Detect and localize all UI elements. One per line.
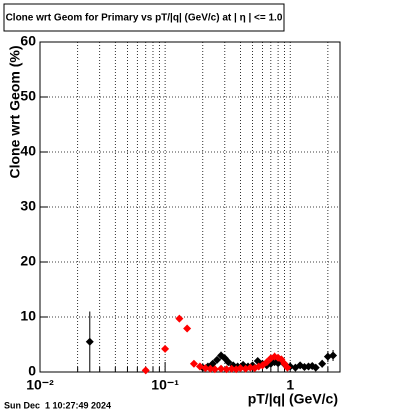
data-point [189,359,198,368]
x-tick-label: 10⁻² [26,377,54,393]
plot-frame [39,41,341,373]
x-tick-label: 10⁻¹ [151,377,179,393]
data-point [85,337,94,346]
data-point [141,366,150,375]
data-point [329,351,338,360]
y-tick-label: 20 [20,253,36,269]
data-point [210,365,219,374]
timestamp: Sun Dec 1 10:27:49 2024 [4,400,111,410]
data-point [213,355,222,364]
data-point [201,364,210,373]
data-point [283,363,292,372]
chart-title: Clone wrt Geom for Primary vs pT/|q| (Ge… [6,13,283,24]
data-point [217,364,226,373]
data-point [224,358,233,367]
y-tick-label: 40 [20,143,36,159]
y-tick-label: 10 [20,308,36,324]
x-axis-label: pT/|q| (GeV/c) [248,391,338,407]
x-tick-label: 1 [286,377,294,393]
title-box [3,3,285,32]
y-axis-label: Clone wrt Geom (%) [7,45,23,178]
data-point [318,359,327,368]
data-point [161,344,170,353]
y-tick-label: 60 [20,33,36,49]
data-point [183,324,192,333]
data-point [323,352,332,361]
y-tick-label: 0 [28,363,36,379]
data-point [236,364,245,373]
y-tick-label: 30 [20,198,36,214]
data-point [175,314,184,323]
data-point [222,365,231,374]
data-point [311,363,320,372]
y-tick-label: 50 [20,88,36,104]
data-point [227,364,236,373]
